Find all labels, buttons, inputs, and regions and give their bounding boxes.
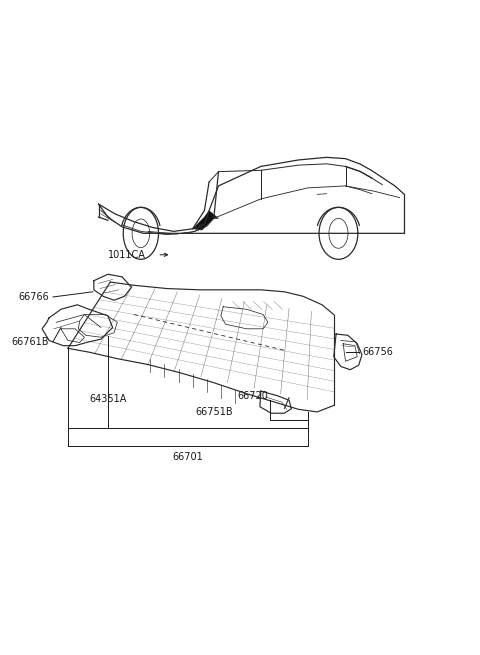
Polygon shape xyxy=(192,211,218,230)
Text: 66761B: 66761B xyxy=(12,337,49,346)
Text: 66720: 66720 xyxy=(237,390,268,401)
Text: 66701: 66701 xyxy=(172,453,204,462)
Text: 66756: 66756 xyxy=(362,347,393,357)
Text: 64351A: 64351A xyxy=(89,394,127,404)
Text: 1011CA: 1011CA xyxy=(108,250,145,260)
Text: 66751B: 66751B xyxy=(195,407,233,417)
Text: 66766: 66766 xyxy=(18,292,49,302)
